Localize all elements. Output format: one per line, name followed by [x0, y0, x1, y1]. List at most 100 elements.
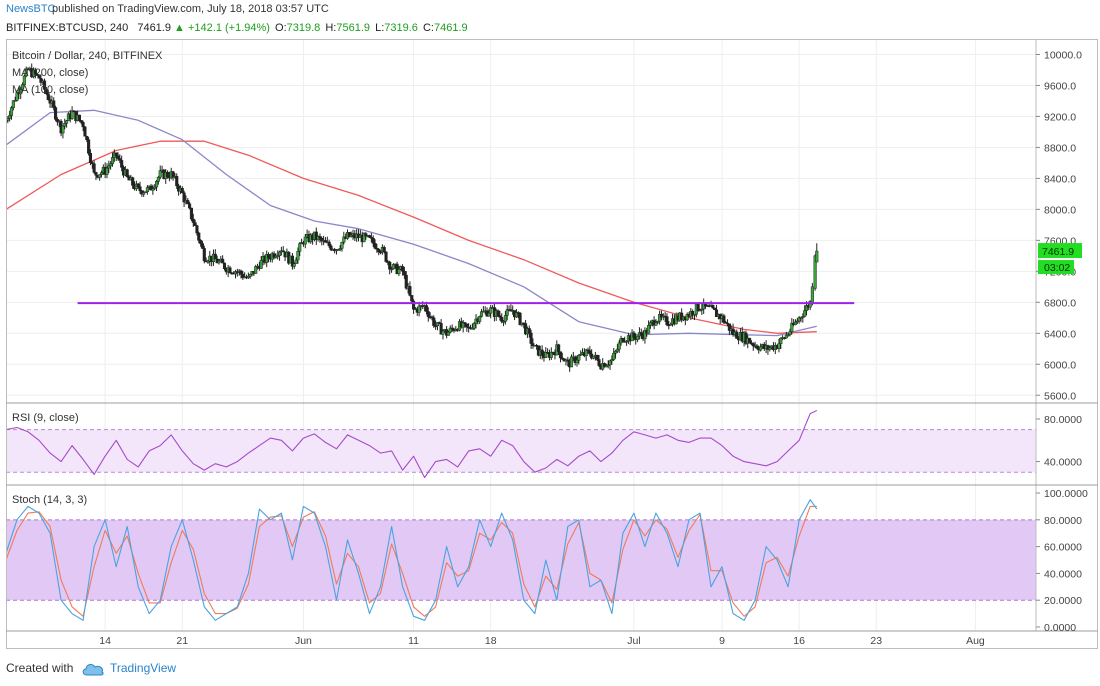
- candle-body: [375, 248, 379, 250]
- candle-body: [19, 89, 23, 95]
- candle-body: [294, 259, 298, 264]
- candle-body: [373, 242, 377, 249]
- candle-body: [426, 311, 430, 317]
- moving-averages: [5, 109, 817, 337]
- candle-body: [434, 325, 438, 327]
- candle-body: [120, 160, 124, 168]
- stoch-band: [6, 519, 1036, 601]
- candle-body: [786, 334, 790, 336]
- oscillator-lines: [5, 410, 818, 621]
- candle-body: [155, 181, 159, 188]
- candle-body: [432, 317, 436, 326]
- candle-body: [478, 316, 482, 322]
- tradingview-link[interactable]: TradingView: [110, 661, 177, 675]
- candle-body: [22, 75, 26, 85]
- close-label: C:: [422, 22, 434, 34]
- candle-body: [131, 177, 135, 186]
- candle-body: [151, 188, 155, 191]
- countdown-tag: [1038, 260, 1074, 275]
- candle-body: [584, 349, 588, 357]
- candle-body: [461, 322, 465, 328]
- candle-body: [118, 158, 122, 161]
- candle-body: [44, 89, 48, 94]
- candle-body: [143, 191, 148, 193]
- candle-body: [448, 327, 452, 333]
- candle-body: [377, 248, 381, 253]
- candle-body: [142, 192, 146, 195]
- candle-body: [382, 247, 386, 253]
- candle-body: [70, 110, 74, 119]
- rsi-line: [5, 410, 818, 479]
- candle-body: [735, 331, 739, 339]
- x-tick-label: 21: [176, 635, 188, 647]
- x-tick-label: 11: [408, 635, 419, 647]
- candle-body: [166, 172, 170, 178]
- high-value: 7561.9: [336, 22, 371, 34]
- candle-body: [338, 248, 342, 250]
- chart-area[interactable]: 10000.0 9600.0 9200.0 8800.0 8400.0 8000.0 760…: [4, 39, 1098, 649]
- x-tick-label: 14: [99, 635, 111, 647]
- x-tick-label: 9: [719, 635, 725, 647]
- candle-body: [65, 120, 69, 124]
- candle-body: [266, 254, 271, 259]
- candle-body: [441, 330, 445, 335]
- candle-body: [768, 347, 772, 350]
- candle-body: [711, 305, 715, 309]
- candle-body: [463, 322, 467, 325]
- candle-body: [303, 236, 307, 245]
- x-tick-label: Jul: [627, 635, 640, 647]
- candle-body: [43, 80, 47, 90]
- candle-body: [193, 222, 197, 226]
- candle-body: [777, 343, 781, 349]
- candle-body: [239, 270, 243, 275]
- candle-body: [692, 314, 697, 316]
- chart-axes: 10000.09600.09200.08800.08400.08000.0760…: [99, 49, 1088, 647]
- candle-body: [125, 169, 129, 177]
- candle-body: [500, 317, 504, 322]
- candle-body: [665, 316, 669, 326]
- candle-body: [318, 236, 322, 239]
- price-y-tick-label: 8800.0: [1044, 142, 1076, 154]
- candle-body: [647, 325, 651, 334]
- price-pane-title: Bitcoin / Dollar, 240, BITFINEX: [12, 50, 163, 62]
- candle-body: [182, 192, 186, 203]
- rsi-pane-title: RSI (9, close): [12, 412, 79, 424]
- candle-body: [625, 340, 629, 343]
- candle-body: [487, 312, 491, 317]
- price-change: +142.1 (+1.94%): [188, 22, 270, 34]
- outer-frame: [6, 39, 1098, 649]
- candle-body: [658, 313, 662, 322]
- candle-body: [691, 311, 695, 316]
- stoch-y-tick-label: 100.0000: [1044, 488, 1088, 500]
- candle-body: [470, 328, 474, 330]
- candle-body: [61, 125, 65, 134]
- candle-body: [395, 263, 399, 274]
- candle-body: [557, 344, 561, 352]
- candle-body: [320, 238, 324, 242]
- candle-body: [221, 258, 225, 264]
- candle-body: [726, 322, 730, 325]
- candle-body: [479, 311, 484, 317]
- ma-100-line: [5, 109, 817, 337]
- candle-body: [241, 274, 245, 278]
- candle-body: [180, 187, 184, 194]
- candle-body: [472, 322, 476, 329]
- candle-body: [290, 255, 294, 267]
- candle-body: [188, 203, 192, 209]
- candle-body: [371, 237, 375, 244]
- candle-body: [367, 235, 372, 238]
- candle-body: [779, 337, 783, 345]
- candle-body: [342, 236, 346, 243]
- candle-body: [714, 309, 719, 317]
- tradingview-cloud-icon[interactable]: [81, 660, 105, 686]
- brand-name[interactable]: NewsBTC: [6, 3, 56, 15]
- candle-body: [149, 185, 153, 191]
- candle-body: [39, 77, 43, 83]
- candle-body: [643, 330, 647, 340]
- candle-body: [810, 286, 814, 304]
- published-info: published on TradingView.com, July 18, 2…: [52, 3, 329, 15]
- candle-body: [588, 350, 592, 355]
- candle-body: [54, 107, 58, 120]
- chart-svg[interactable]: 10000.09600.09200.08800.08400.08000.0760…: [4, 39, 1098, 649]
- x-tick-label: 16: [793, 635, 805, 647]
